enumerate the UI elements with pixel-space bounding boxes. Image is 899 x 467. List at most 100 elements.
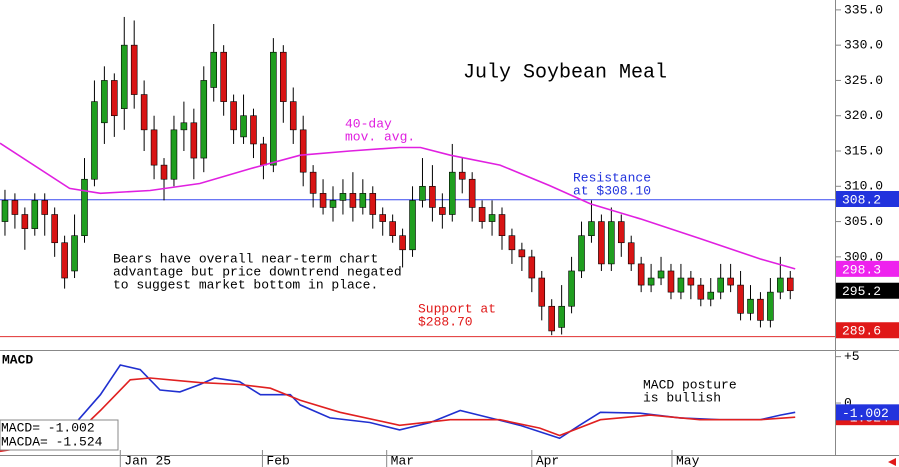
candle-body: [260, 143, 267, 166]
candle-body: [617, 221, 625, 244]
annotation: 40-day: [345, 116, 392, 131]
candle-body: [91, 101, 98, 180]
annotation: $288.70: [418, 314, 473, 329]
candle-body: [81, 178, 88, 236]
candle-body: [568, 270, 575, 307]
candle-body: [697, 284, 705, 300]
annotation: Support at: [418, 301, 496, 316]
annotation: Resistance: [573, 170, 651, 185]
price-tag-label: 295.2: [842, 284, 881, 299]
candle-body: [558, 305, 565, 328]
annotation: MACD posture: [643, 377, 737, 392]
price-tag: [836, 260, 899, 277]
candle-body: [588, 221, 595, 236]
candle-body: [737, 284, 744, 314]
candle-body: [657, 270, 665, 279]
candle-body: [578, 235, 585, 272]
x-tick-label: May: [676, 453, 700, 467]
macd-line: [0, 377, 796, 453]
price-tag-label: -1.002: [842, 406, 889, 421]
candle-body: [508, 235, 516, 251]
y-tick-label: 300.0: [844, 249, 883, 264]
readout: MACDA= -1.524: [1, 434, 103, 449]
y-tick-label: 315.0: [844, 143, 883, 158]
candle-body: [717, 277, 724, 293]
candle-body: [468, 178, 476, 208]
candle-body: [210, 51, 218, 88]
annotation: mov. avg.: [345, 129, 415, 144]
price-tag: [836, 282, 899, 299]
candle-body: [270, 51, 277, 166]
candle-body: [429, 185, 436, 208]
readout: MACD= -1.002: [1, 420, 95, 435]
candle-body: [41, 200, 49, 215]
candle-body: [359, 193, 367, 208]
candle-body: [687, 277, 695, 286]
candle-body: [757, 298, 764, 321]
y-tick-label: 325.0: [844, 73, 883, 88]
candle-body: [677, 277, 685, 293]
candle-body: [11, 200, 19, 215]
candle-body: [777, 277, 784, 293]
y-tick-label: 305.0: [844, 214, 883, 229]
y-tick-label: +5: [844, 349, 860, 364]
candle-body: [478, 207, 486, 222]
candle-body: [449, 171, 456, 215]
panel-title: MACD: [2, 352, 33, 367]
candle-body: [240, 115, 247, 138]
candle-body: [608, 221, 615, 265]
candle-body: [120, 44, 128, 109]
chart-title: July Soybean Meal: [463, 61, 667, 84]
candle-body: [140, 94, 148, 131]
candle-body: [289, 101, 297, 131]
candle-body: [349, 193, 357, 208]
candle-body: [389, 221, 396, 236]
candle-body: [419, 185, 426, 201]
candle-body: [488, 214, 496, 222]
candle-body: [130, 44, 138, 95]
candle-body: [319, 193, 327, 208]
candle-body: [51, 214, 58, 244]
candle-body: [61, 242, 68, 279]
candle-body: [250, 115, 257, 145]
price-tag-label: 289.6: [842, 324, 881, 339]
candle-body: [548, 305, 555, 332]
y-tick-label: 310.0: [844, 179, 883, 194]
x-tick-label: Apr: [536, 453, 559, 467]
price-tag: [836, 322, 899, 339]
candle-body: [439, 207, 446, 215]
candle-body: [190, 122, 198, 159]
candle-body: [280, 51, 287, 102]
candle-body: [528, 256, 536, 279]
candle-body: [111, 80, 118, 117]
candle-body: [21, 214, 29, 229]
y-tick-label: 335.0: [844, 2, 883, 17]
candle-body: [637, 263, 645, 286]
candle-body: [230, 101, 237, 131]
candle-body: [101, 80, 108, 124]
candle-body: [1, 200, 9, 222]
candle-body: [379, 214, 386, 222]
annotation: advantage but price downtrend negated: [113, 264, 402, 279]
price-tag-label: 308.2: [842, 192, 881, 207]
candle-body: [727, 277, 734, 286]
price-tag: [836, 190, 899, 207]
x-tick-label: Mar: [391, 453, 414, 467]
candle-body: [598, 221, 605, 265]
candle-body: [299, 129, 307, 173]
annotation: is bullish: [643, 390, 721, 405]
candle-body: [369, 193, 377, 215]
candle-body: [518, 249, 526, 258]
candle-body: [747, 298, 754, 314]
candle-body: [707, 291, 715, 300]
moving-average: [0, 142, 796, 270]
candle-body: [180, 122, 188, 131]
y-tick-label: 330.0: [844, 38, 883, 53]
scroll-arrow[interactable]: [888, 458, 896, 466]
candle-body: [31, 200, 39, 229]
candle-body: [538, 277, 546, 307]
candle-body: [667, 270, 675, 293]
